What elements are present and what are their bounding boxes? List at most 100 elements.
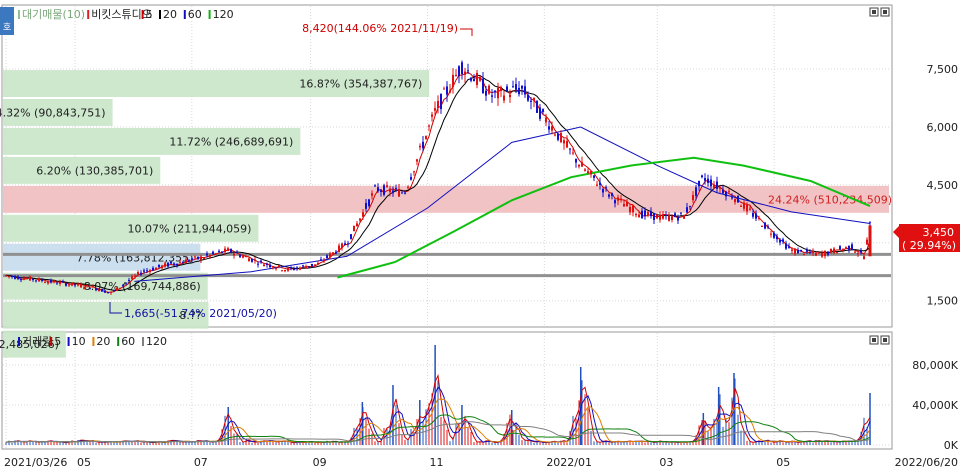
candle-body xyxy=(773,232,775,238)
candle-body xyxy=(398,188,400,197)
candle-body xyxy=(824,251,826,257)
candle-body xyxy=(530,100,532,102)
candle-body xyxy=(656,214,658,219)
candle-body xyxy=(272,267,274,269)
candle-body xyxy=(464,71,466,75)
candle-body xyxy=(260,260,262,262)
toggle-badge[interactable] xyxy=(0,7,14,35)
legend-label-4: 60 xyxy=(188,8,202,21)
supply-bar-label-0: 16.8?% (354,387,767) xyxy=(299,78,422,91)
legend-marker-1 xyxy=(87,10,90,19)
candle-body xyxy=(74,284,76,286)
candle-body xyxy=(137,272,139,275)
candle-body xyxy=(473,79,475,82)
candle-body xyxy=(56,283,58,285)
candle-body xyxy=(731,197,733,199)
candle-body xyxy=(206,253,208,256)
candle-body xyxy=(104,290,106,293)
candle-body xyxy=(557,133,559,140)
candle-body xyxy=(434,108,436,111)
candle-body xyxy=(221,251,223,253)
price-y-tick-4: 1,500 xyxy=(927,295,959,308)
candle-body xyxy=(800,249,802,251)
candle-body xyxy=(470,77,472,81)
candle-body xyxy=(350,234,352,239)
candle-body xyxy=(410,177,412,180)
candle-body xyxy=(527,94,529,101)
candle-body xyxy=(140,272,142,275)
candle-body xyxy=(392,190,394,194)
candle-body xyxy=(452,74,454,87)
candle-body xyxy=(521,85,523,89)
candle-body xyxy=(623,204,625,207)
price-panel-controls xyxy=(869,7,890,17)
candle-body xyxy=(338,245,340,252)
candle-body xyxy=(818,252,820,254)
candle-body xyxy=(20,279,22,281)
candle-body xyxy=(782,239,784,242)
candle-body xyxy=(68,284,70,286)
candle-body xyxy=(65,283,67,286)
candle-body xyxy=(134,275,136,277)
legend-label-1: 비킷스튜디오 xyxy=(91,8,152,21)
high-annotation-arrow xyxy=(460,28,473,36)
candle-body xyxy=(50,279,52,283)
candle-body xyxy=(764,222,766,229)
candle-body xyxy=(176,263,178,266)
candle-body xyxy=(395,188,397,190)
candle-body xyxy=(596,184,598,186)
candle-body xyxy=(746,204,748,212)
candle-body xyxy=(551,126,553,131)
candle-body xyxy=(548,126,550,130)
candle-body xyxy=(587,171,589,174)
candle-body xyxy=(377,187,379,192)
candle-body xyxy=(467,70,469,72)
candle-body xyxy=(320,259,322,261)
candle-body xyxy=(119,287,121,289)
candle-body xyxy=(26,278,28,280)
candle-body xyxy=(509,94,511,98)
candle-body xyxy=(644,210,646,216)
candle-body xyxy=(839,246,841,250)
x-axis-end-date: 2022/06/20 xyxy=(895,456,958,469)
candle-body xyxy=(674,213,676,217)
candle-body xyxy=(809,252,811,254)
candle-body xyxy=(302,265,304,267)
candle-body xyxy=(323,260,325,262)
supply-bar-3 xyxy=(3,156,161,184)
ma60-line xyxy=(134,126,871,282)
candle-body xyxy=(803,253,805,255)
candle-body xyxy=(167,262,169,267)
candle-body xyxy=(77,283,79,286)
candle-body xyxy=(125,282,127,284)
candle-body xyxy=(209,254,211,257)
candle-body xyxy=(683,214,685,219)
candle-body xyxy=(476,72,478,85)
candle-body xyxy=(581,162,583,167)
candle-body xyxy=(215,253,217,255)
x-axis-label-5: 2022/01 xyxy=(546,456,592,469)
candle-body xyxy=(269,264,271,268)
legend-label-2: 5 xyxy=(146,8,153,21)
candle-body xyxy=(287,268,289,271)
legend-marker-3 xyxy=(92,337,95,346)
candle-body xyxy=(572,152,574,154)
candle-body xyxy=(305,266,307,269)
candle-body xyxy=(455,74,457,76)
candle-body xyxy=(353,225,355,232)
low-annotation-arrow xyxy=(109,302,122,314)
legend-label-3: 20 xyxy=(96,335,110,348)
supply-bar-8 xyxy=(3,301,209,329)
candle-body xyxy=(539,107,541,119)
candle-body xyxy=(776,236,778,240)
candle-body xyxy=(374,185,376,187)
candle-body xyxy=(479,77,481,81)
candle-body xyxy=(173,263,175,265)
legend-marker-4 xyxy=(183,10,186,19)
supply-bar-label-2: 11.72% (246,689,691) xyxy=(169,135,293,148)
candle-body xyxy=(53,280,55,283)
candle-body xyxy=(608,194,610,197)
candle-body xyxy=(677,217,679,221)
candle-body xyxy=(710,179,712,187)
candle-body xyxy=(503,95,505,101)
